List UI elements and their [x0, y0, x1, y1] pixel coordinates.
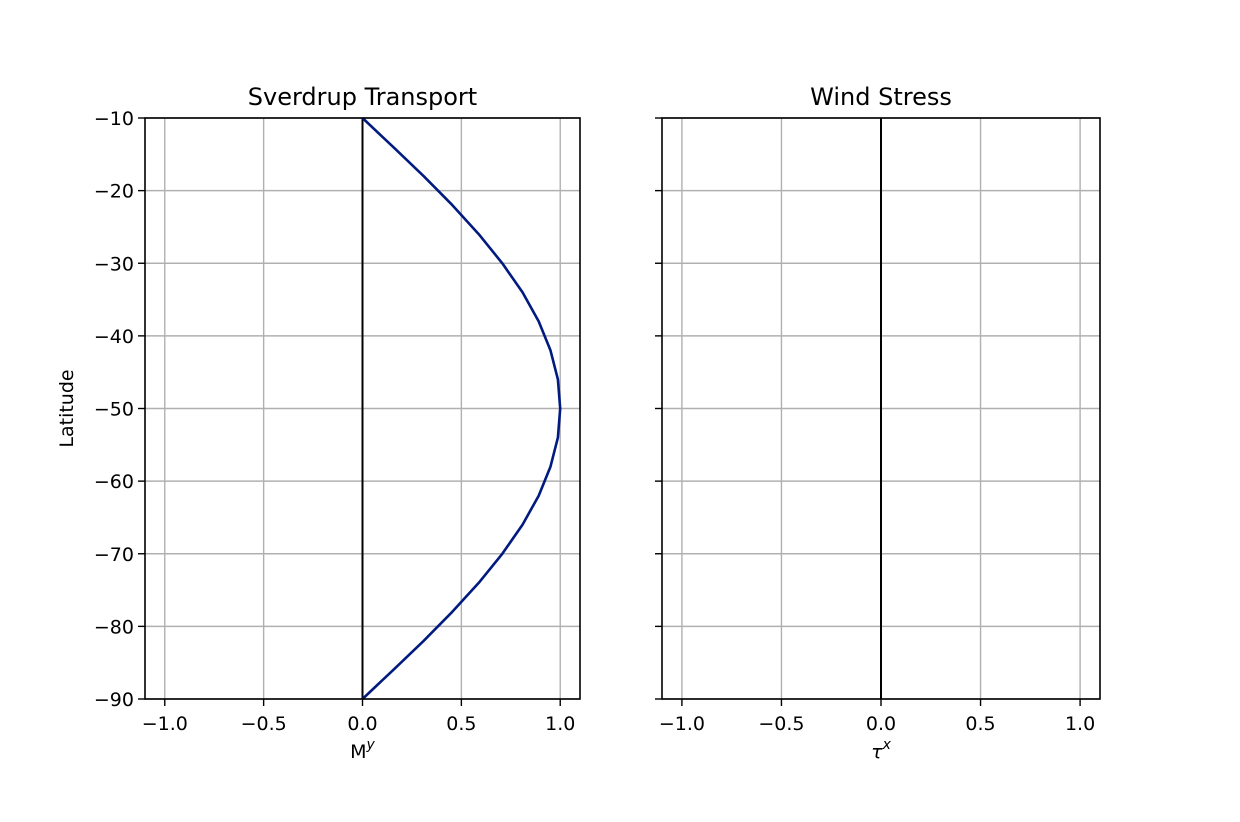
panel-wind-stress: −1.0 −0.5 0.0 0.5 1.0 Wind Stress τx [655, 83, 1101, 763]
y-ticks: −10 −20 −30 −40 −50 −60 −70 −80 −90 [94, 108, 145, 711]
x-axis-label-superscript: x [882, 737, 892, 753]
x-ticks: −1.0 −0.5 0.0 0.5 1.0 [142, 699, 575, 735]
y-tick-label: −20 [94, 181, 134, 203]
y-tick-label: −30 [94, 253, 134, 275]
x-tick-label: −0.5 [758, 713, 804, 735]
y-tick-label: −10 [94, 108, 134, 130]
x-axis-label-superscript: y [366, 737, 376, 753]
x-axis-label: My [350, 737, 375, 763]
x-tick-label: −1.0 [659, 713, 705, 735]
x-tick-label: 1.0 [545, 713, 575, 735]
x-tick-label: 1.0 [1065, 713, 1095, 735]
series-group [361, 117, 562, 700]
x-tick-label: −0.5 [241, 713, 287, 735]
x-tick-label: −1.0 [142, 713, 188, 735]
series-line [361, 117, 562, 700]
y-tick-label: −50 [94, 399, 134, 421]
x-tick-label: 0.0 [866, 713, 896, 735]
chart-title: Wind Stress [810, 83, 952, 111]
y-tick-label: −40 [94, 326, 134, 348]
y-ticks [655, 117, 662, 700]
x-tick-label: 0.0 [347, 713, 377, 735]
y-tick-label: −70 [94, 544, 134, 566]
x-axis-label-main: τ [871, 741, 883, 763]
chart-title: Sverdrup Transport [248, 83, 477, 111]
x-axis-label-main: M [350, 741, 366, 763]
y-axis-label: Latitude [56, 369, 78, 447]
y-tick-label: −80 [94, 616, 134, 638]
panel-sverdrup-transport: −1.0 −0.5 0.0 0.5 1.0 −10−20−30−40−50−60−70−… [56, 83, 581, 763]
y-tick-label: −90 [94, 689, 134, 711]
y-tick-label: −60 [94, 471, 134, 493]
x-ticks: −1.0 −0.5 0.0 0.5 1.0 [659, 699, 1095, 735]
x-tick-label: 0.5 [965, 713, 995, 735]
x-tick-label: 0.5 [446, 713, 476, 735]
x-axis-label: τx [871, 737, 891, 763]
